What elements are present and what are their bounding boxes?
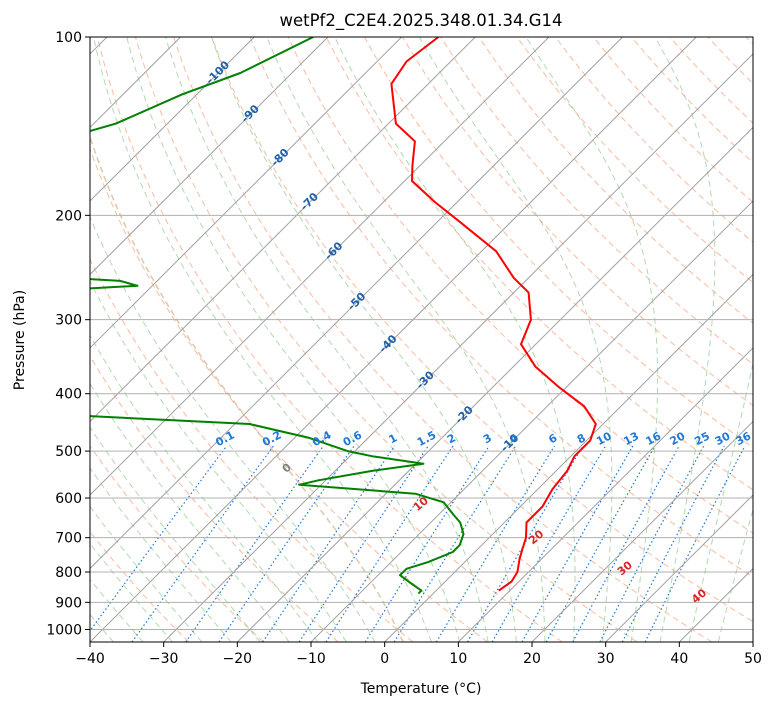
- x-tick-label: −20: [223, 651, 253, 667]
- y-tick-label: 300: [55, 313, 82, 329]
- chart-title: wetPf2_C2E4.2025.348.01.34.G14: [279, 11, 562, 31]
- dry-adiabat-line: [90, 258, 414, 642]
- mixing-ratio-line: [364, 445, 490, 642]
- mixing-ratio-line: [262, 445, 396, 642]
- mixing-ratio-line: [325, 445, 454, 642]
- moist-adiabat-line: [165, 37, 489, 642]
- isotherm-line: [90, 37, 402, 349]
- y-axis-label: Pressure (hPa): [12, 290, 28, 390]
- y-tick-label: 900: [55, 595, 82, 611]
- dry-adiabat-line: [90, 445, 264, 642]
- x-tick-label: 20: [523, 651, 541, 667]
- x-tick-label: 0: [380, 651, 389, 667]
- mixing-ratio-line: [644, 445, 746, 642]
- moist-adiabat-line: [90, 334, 319, 642]
- mixing-ratio-label: 13: [621, 429, 641, 448]
- mixing-ratio-label: 30: [713, 429, 733, 448]
- y-tick-label: 800: [55, 565, 82, 581]
- mixing-ratio-lines: [90, 445, 746, 642]
- moist-adiabat-line: [90, 467, 232, 642]
- x-tick-label: 50: [744, 651, 762, 667]
- moist-adiabat-line: [90, 542, 173, 642]
- isotherm-line: [163, 53, 753, 642]
- mixing-ratio-label: 36: [734, 429, 754, 448]
- dry-adiabat-line: [249, 37, 753, 578]
- mixing-ratio-line: [545, 445, 656, 642]
- y-tick-label: 1000: [46, 622, 82, 638]
- x-axis: −40 −30 −20 −10 0 10 20 30 40 50: [75, 642, 762, 667]
- moist-adiabat-line: [211, 37, 517, 642]
- isotherm-line: [310, 200, 753, 642]
- mixing-ratio-line: [298, 445, 429, 642]
- mixing-ratio-label: 10: [594, 429, 614, 448]
- moist-adiabat-line: [418, 37, 613, 642]
- isotherm-line: [90, 37, 550, 496]
- y-tick-label: 500: [55, 444, 82, 460]
- y-tick-label: 700: [55, 531, 82, 547]
- isotherm-line: [90, 37, 476, 423]
- x-tick-label: 30: [597, 651, 615, 667]
- y-tick-label: 400: [55, 387, 82, 403]
- isotherm-line: [457, 347, 753, 642]
- dry-adiabat-line: [325, 37, 753, 491]
- temperature-profile: [390, 37, 597, 592]
- dry-adiabat-line: [211, 37, 753, 623]
- y-tick-label: 600: [55, 491, 82, 507]
- isotherm-line: [90, 37, 623, 570]
- y-tick-label: 200: [55, 208, 82, 224]
- x-axis-label: Temperature (°C): [360, 681, 482, 697]
- dry-adiabat-line: [516, 37, 753, 284]
- moist-adiabat-line: [90, 578, 144, 642]
- mixing-ratio-line: [185, 445, 324, 642]
- isotherm-line: [90, 37, 329, 276]
- moist-adiabat-line: [525, 37, 659, 642]
- mixing-ratio-label: 25: [692, 429, 712, 448]
- isotherm-line: [605, 494, 753, 642]
- dry-adiabat-line: [90, 355, 339, 642]
- moist-adiabat-line: [334, 37, 576, 642]
- x-tick-label: −40: [75, 651, 105, 667]
- dewpoint-profile: [90, 37, 465, 595]
- moist-adiabat-line: [654, 37, 716, 642]
- dry-adiabat-line: [96, 37, 563, 642]
- mixing-ratio-line: [521, 445, 634, 642]
- x-tick-label: −10: [296, 651, 326, 667]
- plot-frame: [89, 36, 754, 643]
- moist-adiabat-line: [93, 37, 432, 642]
- dry-adiabat-line: [173, 37, 712, 642]
- y-tick-label: 100: [55, 30, 82, 46]
- moist-adiabat-line: [90, 505, 203, 642]
- isotherm-line: [384, 273, 753, 642]
- isotherm-line: [90, 37, 697, 642]
- mixing-ratio-line: [621, 445, 725, 642]
- moist-adiabat-line: [90, 134, 404, 642]
- mixing-ratio-line: [435, 445, 556, 642]
- mixing-ratio-line: [218, 445, 355, 642]
- pressure-gridlines: [90, 37, 753, 630]
- isotherm-line: [531, 420, 753, 642]
- x-tick-label: 10: [449, 651, 467, 667]
- moist-adiabat-line: [688, 361, 753, 642]
- mixing-ratio-label: 16: [644, 429, 664, 448]
- moist-adiabat-line: [266, 37, 546, 642]
- mixing-ratio-line: [466, 445, 584, 642]
- y-axis: 100 200 300 400 500 600 700 800 900 1000: [46, 30, 90, 638]
- moist-adiabat-line: [717, 507, 753, 642]
- dry-adiabat-line: [287, 37, 753, 534]
- isotherm-line: [90, 37, 255, 202]
- mixing-ratio-line: [131, 445, 274, 642]
- mixing-ratio-label: 20: [668, 429, 688, 448]
- moist-adiabat-line: [90, 426, 261, 642]
- profile-series: [90, 37, 597, 595]
- isotherm-line: [236, 126, 753, 642]
- x-tick-label: 40: [670, 651, 688, 667]
- moist-adiabat-line: [90, 382, 290, 642]
- plot-area: -100-90-80-70-60-50-40-30-20-100.1 0.2 0.4…: [90, 37, 754, 642]
- isotherms: [90, 37, 753, 642]
- moist-adiabat-line: [126, 37, 461, 642]
- x-tick-label: −30: [149, 651, 179, 667]
